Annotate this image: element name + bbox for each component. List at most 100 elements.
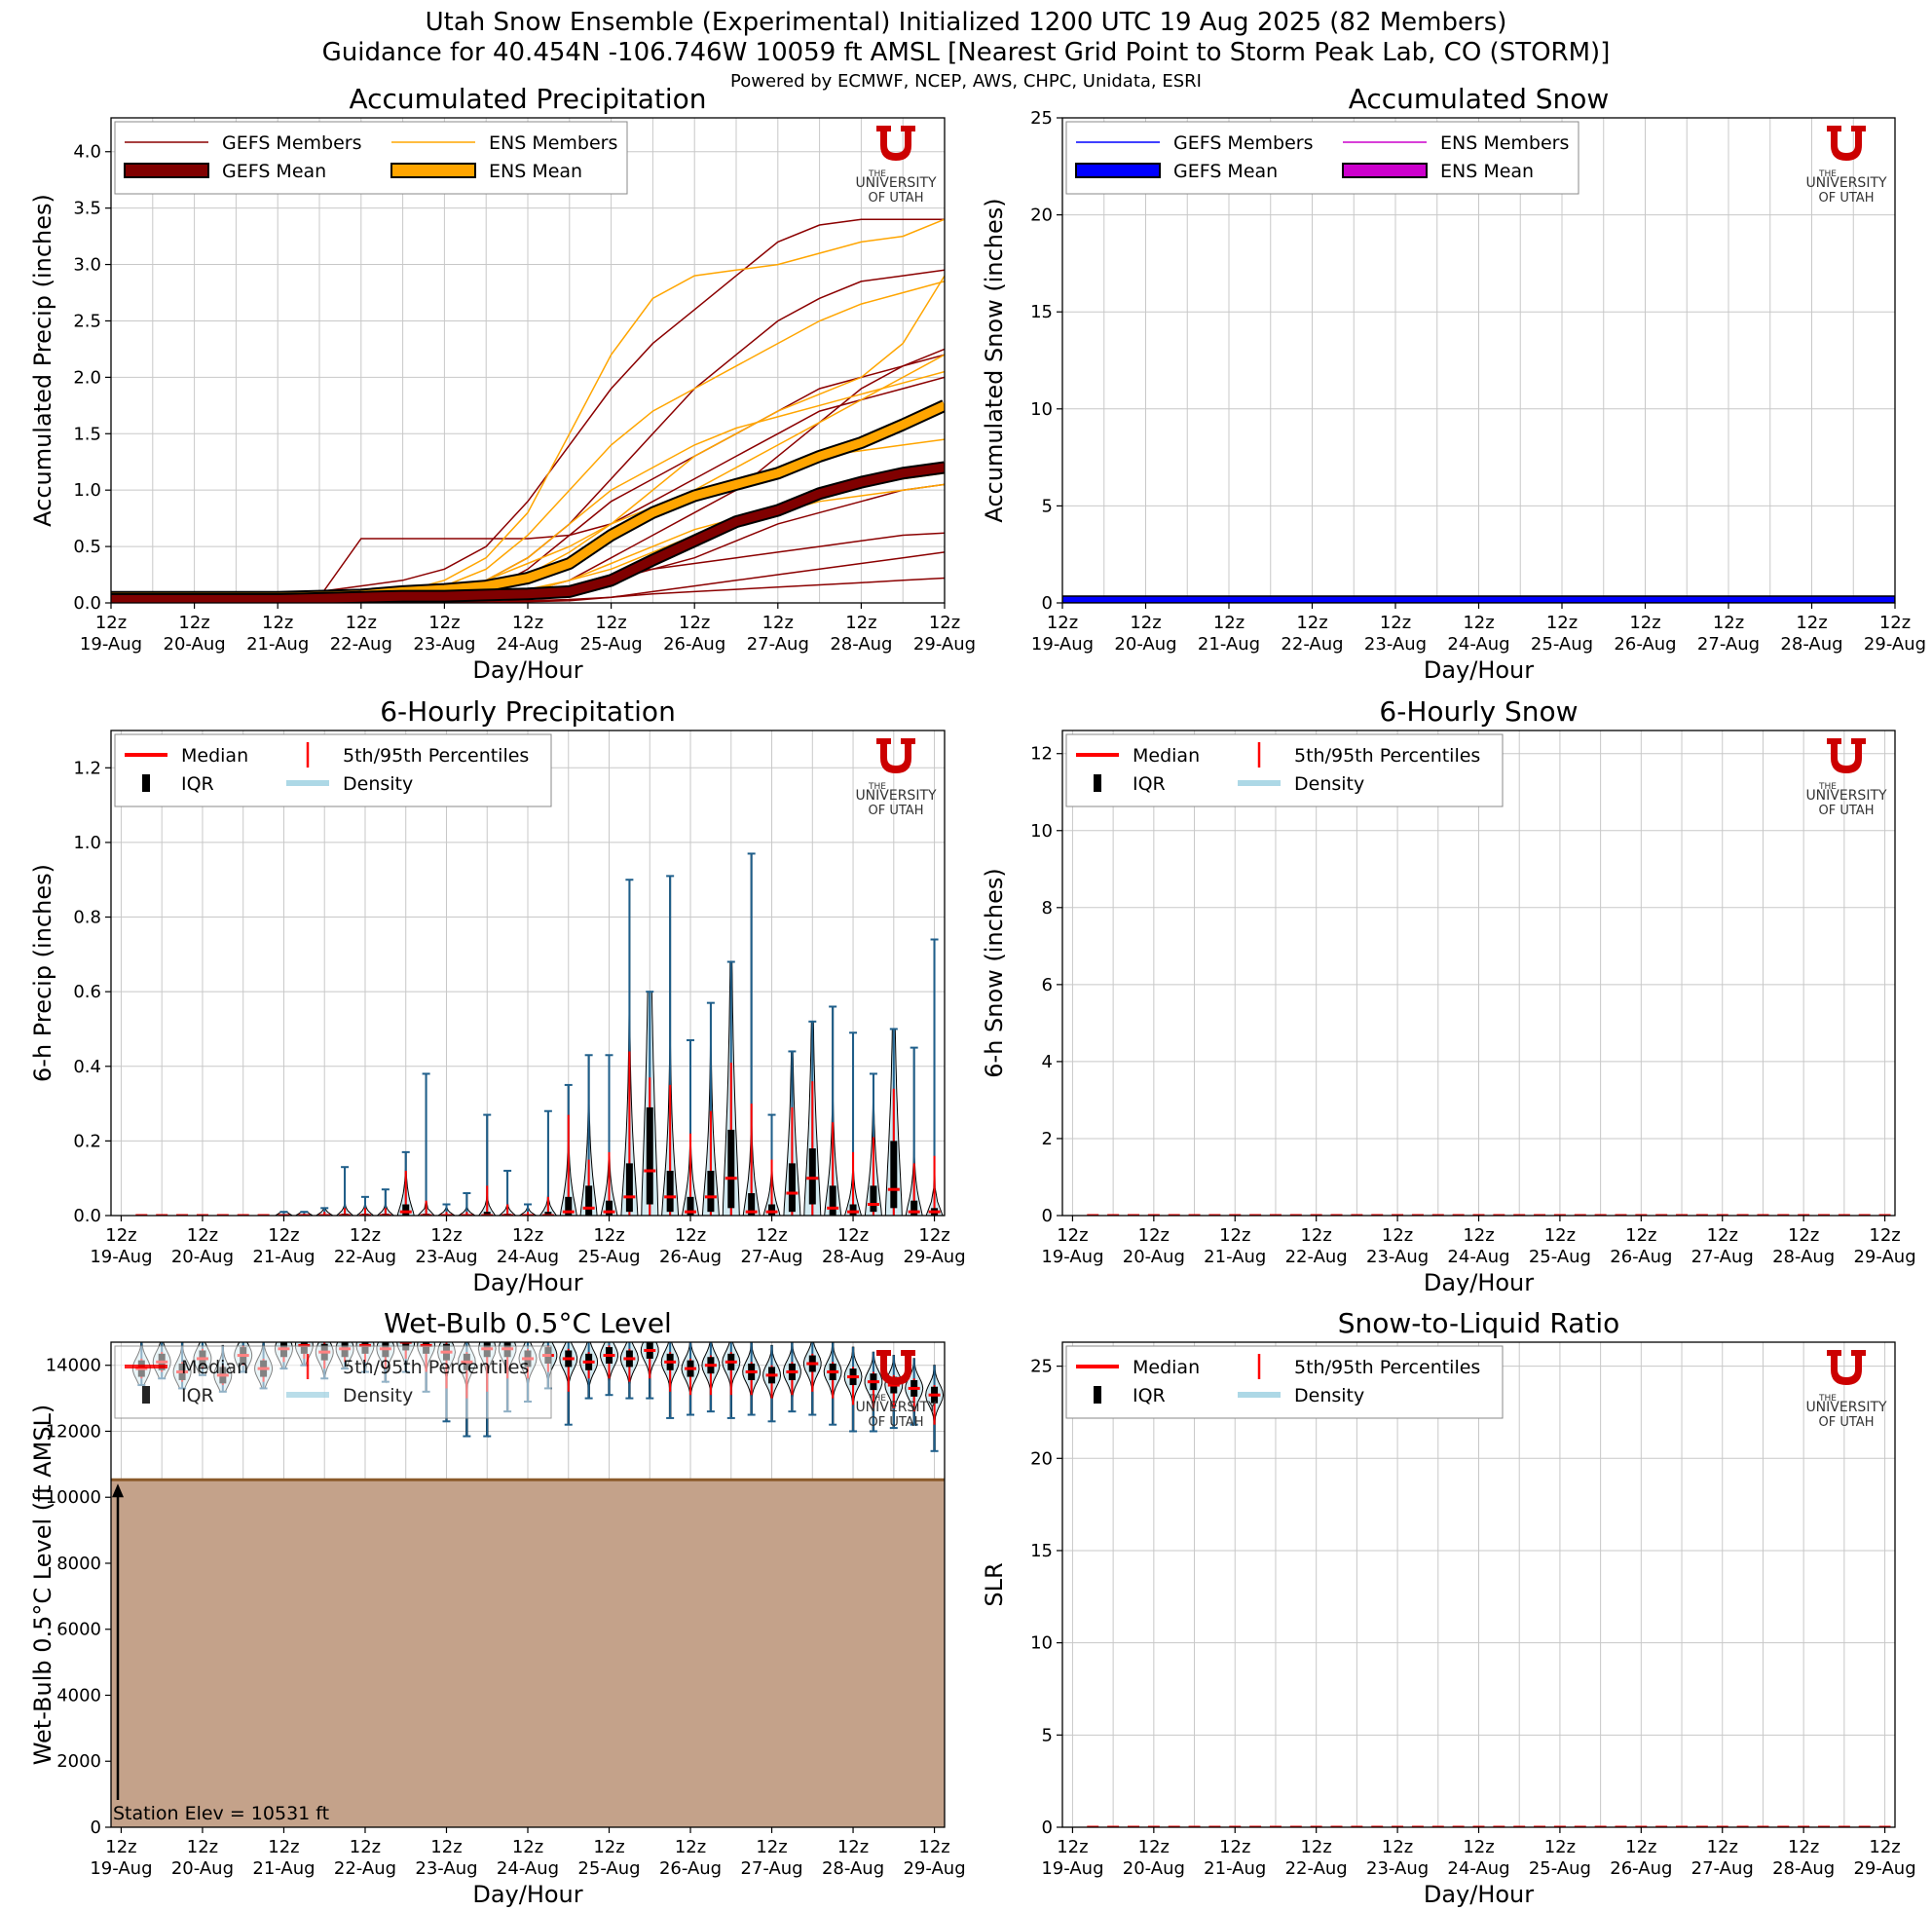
legend-label: Median bbox=[1133, 1357, 1200, 1378]
legend-box bbox=[114, 121, 628, 195]
logo-university: UNIVERSITY bbox=[855, 175, 937, 191]
x-tick-hour-label: 12z bbox=[918, 1837, 949, 1857]
legend: Median 5th/95th Percentiles IQR Density bbox=[1065, 1345, 1504, 1419]
x-tick-day-label: 19-Aug bbox=[1041, 1247, 1103, 1267]
y-tick-label: 8 bbox=[1042, 898, 1053, 918]
iqr-bar bbox=[483, 1212, 491, 1216]
legend-label: ENS Members bbox=[489, 132, 617, 154]
figure-title-line1: Utah Snow Ensemble (Experimental) Initia… bbox=[426, 8, 1507, 37]
y-tick-label: 20 bbox=[1030, 1448, 1053, 1469]
x-tick-day-label: 21-Aug bbox=[252, 1858, 315, 1879]
y-tick-label: 0 bbox=[1042, 1817, 1053, 1838]
x-tick-hour-label: 12z bbox=[675, 1837, 706, 1857]
violin bbox=[437, 1203, 456, 1216]
y-tick-label: 0.6 bbox=[73, 982, 101, 1002]
x-tick-day-label: 27-Aug bbox=[740, 1858, 802, 1879]
axes-frame bbox=[110, 117, 946, 604]
legend-box bbox=[114, 1345, 552, 1419]
legend-label: Density bbox=[343, 773, 413, 795]
x-tick-hour-label: 12z bbox=[1707, 1837, 1738, 1857]
panel-title: 6-Hourly Snow bbox=[1379, 695, 1578, 728]
x-tick-day-label: 23-Aug bbox=[1364, 634, 1427, 655]
violin bbox=[417, 1072, 435, 1216]
x-tick-day-label: 25-Aug bbox=[1529, 1247, 1591, 1267]
station-elevation-label: Station Elev = 10531 ft bbox=[113, 1803, 329, 1824]
legend-label: 5th/95th Percentiles bbox=[1294, 745, 1480, 767]
violin bbox=[641, 991, 659, 1216]
x-tick-day-label: 20-Aug bbox=[171, 1247, 234, 1267]
x-tick-day-label: 22-Aug bbox=[1281, 634, 1343, 655]
x-tick-hour-label: 12z bbox=[187, 1225, 218, 1246]
x-tick-hour-label: 12z bbox=[756, 1837, 787, 1857]
legend: GEFS Members ENS Members GEFS Mean ENS Mean bbox=[1065, 121, 1579, 195]
y-tick-label: 12 bbox=[1030, 744, 1053, 765]
x-tick-hour-label: 12z bbox=[1138, 1837, 1170, 1857]
x-tick-hour-label: 12z bbox=[1544, 1225, 1576, 1246]
legend-swatch bbox=[1342, 163, 1428, 178]
x-axis-label: Day/Hour bbox=[1424, 1269, 1534, 1296]
y-tick-label: 2 bbox=[1042, 1129, 1053, 1149]
x-tick-day-label: 21-Aug bbox=[1204, 1247, 1266, 1267]
violin bbox=[701, 1342, 721, 1413]
panel-title: Accumulated Precipitation bbox=[349, 83, 706, 115]
axes-frame bbox=[1061, 730, 1896, 1217]
legend-label: 5th/95th Percentiles bbox=[1294, 1357, 1480, 1378]
legend-label: ENS Members bbox=[1440, 132, 1569, 154]
y-axis-label: Accumulated Snow (inches) bbox=[981, 198, 1008, 522]
logo-the: THE bbox=[1818, 169, 1837, 179]
y-tick-label: 1.5 bbox=[73, 424, 101, 444]
iqr-bar bbox=[910, 1200, 918, 1216]
violin bbox=[458, 1192, 476, 1216]
iqr-bar bbox=[687, 1196, 694, 1216]
x-tick-hour-label: 12z bbox=[105, 1837, 136, 1857]
y-tick-label: 1.2 bbox=[73, 758, 101, 778]
x-tick-hour-label: 12z bbox=[1219, 1225, 1250, 1246]
legend-label: Median bbox=[181, 745, 248, 767]
violin bbox=[782, 1342, 801, 1413]
y-axis-label: 6-h Snow (inches) bbox=[981, 868, 1008, 1077]
x-tick-hour-label: 12z bbox=[929, 613, 960, 633]
legend-iqr-swatch bbox=[142, 1386, 150, 1404]
y-tick-label: 0.2 bbox=[73, 1131, 101, 1151]
mean-line-gefs bbox=[1062, 595, 1895, 603]
x-tick-day-label: 19-Aug bbox=[1041, 1858, 1103, 1879]
x-tick-day-label: 21-Aug bbox=[252, 1247, 315, 1267]
x-tick-hour-label: 12z bbox=[1713, 613, 1744, 633]
legend-swatch bbox=[1075, 163, 1161, 178]
violin bbox=[884, 1028, 903, 1216]
x-tick-day-label: 27-Aug bbox=[740, 1247, 802, 1267]
legend-swatch bbox=[390, 163, 476, 178]
x-tick-day-label: 28-Aug bbox=[1772, 1247, 1835, 1267]
x-tick-hour-label: 12z bbox=[593, 1225, 624, 1246]
legend-wrapper: Median 5th/95th Percentiles IQR Density bbox=[114, 1345, 552, 1419]
iqr-bar bbox=[788, 1163, 796, 1213]
logo-the: THE bbox=[868, 1394, 886, 1404]
logo-university: UNIVERSITY bbox=[1805, 175, 1887, 191]
iqr-bar bbox=[808, 1148, 816, 1205]
legend-label: IQR bbox=[1133, 1385, 1166, 1406]
panel-title: 6-Hourly Precipitation bbox=[380, 695, 676, 728]
x-tick-hour-label: 12z bbox=[1463, 613, 1494, 633]
x-tick-hour-label: 12z bbox=[268, 1837, 299, 1857]
y-tick-label: 4 bbox=[1042, 1052, 1053, 1072]
violin bbox=[823, 1342, 842, 1427]
x-tick-hour-label: 12z bbox=[679, 613, 710, 633]
x-tick-day-label: 29-Aug bbox=[1853, 1247, 1915, 1267]
y-tick-label: 3.0 bbox=[73, 255, 101, 276]
x-tick-day-label: 26-Aug bbox=[659, 1247, 722, 1267]
x-tick-hour-label: 12z bbox=[512, 1225, 543, 1246]
x-tick-hour-label: 12z bbox=[1219, 1837, 1250, 1857]
x-tick-day-label: 22-Aug bbox=[1285, 1858, 1348, 1879]
x-tick-day-label: 19-Aug bbox=[80, 634, 142, 655]
x-tick-hour-label: 12z bbox=[428, 613, 460, 633]
legend: Median 5th/95th Percentiles IQR Density bbox=[114, 1345, 552, 1419]
iqr-bar bbox=[666, 1171, 674, 1213]
violin bbox=[478, 1113, 497, 1216]
violin bbox=[518, 1203, 538, 1216]
x-axis-label: Day/Hour bbox=[1424, 1881, 1534, 1908]
legend-label: Density bbox=[343, 1385, 413, 1406]
y-tick-label: 10 bbox=[1030, 821, 1053, 842]
x-tick-day-label: 28-Aug bbox=[830, 634, 892, 655]
legend-label: Median bbox=[181, 1357, 248, 1378]
x-tick-day-label: 27-Aug bbox=[1691, 1858, 1754, 1879]
